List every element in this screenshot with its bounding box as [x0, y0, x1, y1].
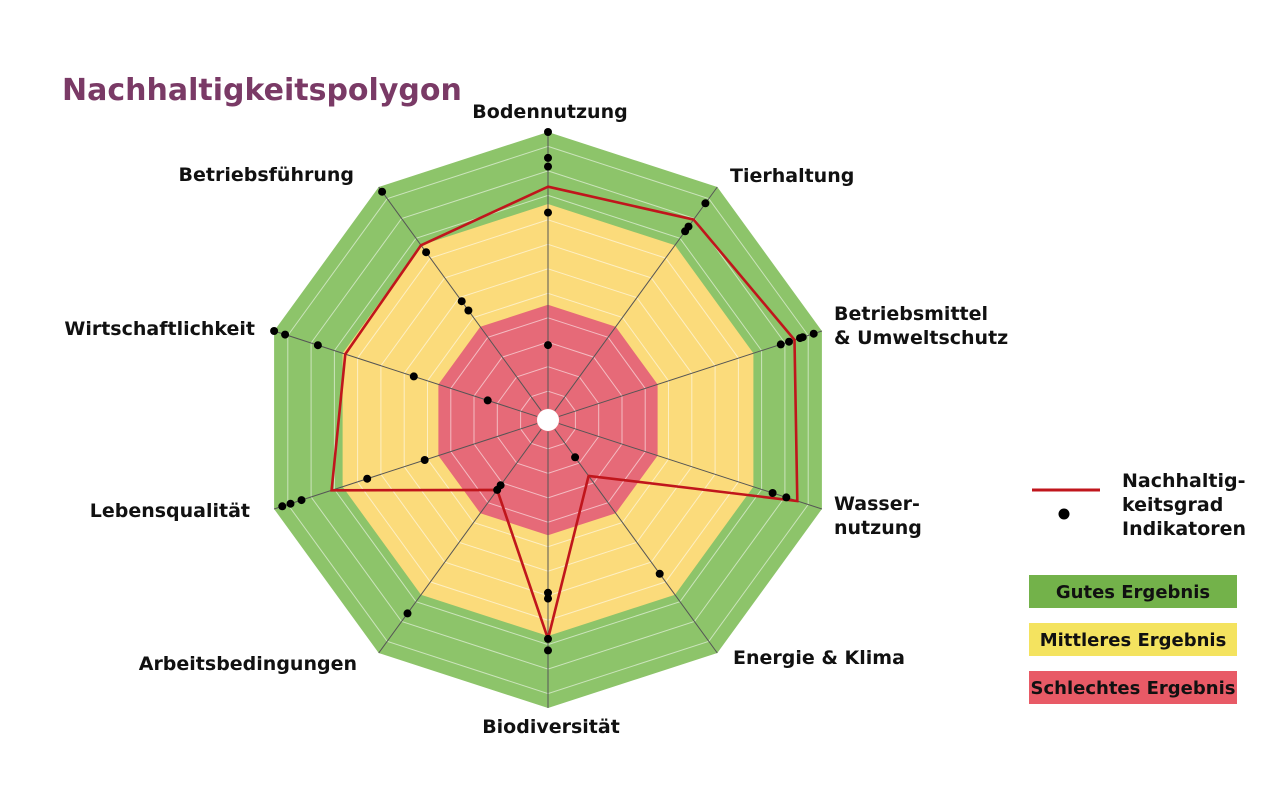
axis-label: & Umweltschutz — [834, 327, 1008, 349]
indicator-point — [281, 330, 290, 339]
indicator-point — [544, 646, 552, 655]
axis-spoke — [273, 423, 538, 510]
indicator-point — [464, 306, 473, 315]
chart-title: Nachhaltigkeitspolygon — [62, 73, 462, 108]
zone-rings — [274, 132, 822, 708]
indicator-point — [297, 496, 306, 505]
axis-label: Bodennutzung — [472, 101, 627, 123]
indicator-point — [422, 248, 431, 257]
indicator-point — [655, 569, 664, 578]
center-hole — [537, 409, 559, 431]
indicator-point — [420, 456, 429, 464]
indicator-point — [457, 297, 466, 306]
legend-zone-label: Schlechtes Ergebnis — [1031, 678, 1236, 699]
indicator-point — [378, 187, 387, 196]
axis-label: Betriebsführung — [179, 164, 354, 186]
indicator-point — [544, 128, 552, 136]
indicator-point — [286, 499, 295, 508]
indicator-point — [544, 634, 552, 643]
indicator-point — [278, 502, 287, 511]
indicator-point — [681, 227, 690, 236]
indicator-point — [483, 396, 492, 405]
legend-degree-label-line1: Nachhaltig- — [1122, 470, 1245, 492]
axis-labels: Bodennutzung Tierhaltung Betriebsmittel& U… — [64, 101, 1008, 738]
axis-label: Arbeitsbedingungen — [139, 653, 357, 675]
indicator-point — [544, 594, 552, 603]
legend-zone-box — [1029, 671, 1237, 704]
legend-zone-label: Gutes Ergebnis — [1056, 582, 1210, 603]
indicator-point — [785, 337, 793, 346]
legend-indicator-dot — [1058, 508, 1070, 520]
indicator-point — [496, 481, 505, 490]
axis-label: Energie & Klima — [733, 647, 905, 669]
indicator-point — [701, 199, 710, 208]
legend-degree-label-line2: keitsgrad — [1122, 494, 1223, 516]
indicator-point — [768, 489, 777, 497]
legend-indicator-label: Indikatoren — [1122, 518, 1246, 540]
indicator-point — [782, 493, 791, 502]
legend-zone-box — [1029, 623, 1237, 656]
axis-label: Wasser- — [834, 493, 920, 515]
legend: Nachhaltig- keitsgrad Indikatoren Gutes … — [1029, 470, 1246, 704]
indicator-point — [544, 162, 552, 171]
indicator-point — [776, 340, 785, 349]
indicator-point — [544, 153, 552, 162]
indicator-point — [796, 334, 804, 343]
legend-zones: Gutes Ergebnis Mittleres Ergebnis Schlecht… — [1029, 575, 1237, 704]
axis-spoke — [554, 429, 718, 654]
axis-label: Tierhaltung — [730, 165, 854, 187]
indicator-points — [270, 128, 818, 655]
axis-label: Betriebsmittel — [834, 303, 988, 325]
indicator-point — [270, 327, 279, 335]
axis-spoke — [558, 423, 823, 510]
indicator-point — [544, 208, 552, 217]
axis-label: Biodiversität — [482, 716, 620, 738]
axis-label: Wirtschaftlichkeit — [64, 318, 255, 340]
legend-zone-box — [1029, 575, 1237, 608]
axis-label: Lebensqualität — [90, 500, 250, 522]
axis-label: nutzung — [834, 517, 922, 539]
indicator-point — [313, 341, 322, 350]
indicator-point — [571, 453, 580, 462]
indicator-point — [544, 588, 552, 597]
indicator-point — [409, 372, 418, 381]
indicator-point — [363, 474, 372, 483]
legend-zone-label: Mittleres Ergebnis — [1040, 630, 1227, 651]
indicator-point — [809, 329, 818, 338]
indicator-point — [544, 341, 552, 350]
indicator-point — [403, 609, 412, 618]
